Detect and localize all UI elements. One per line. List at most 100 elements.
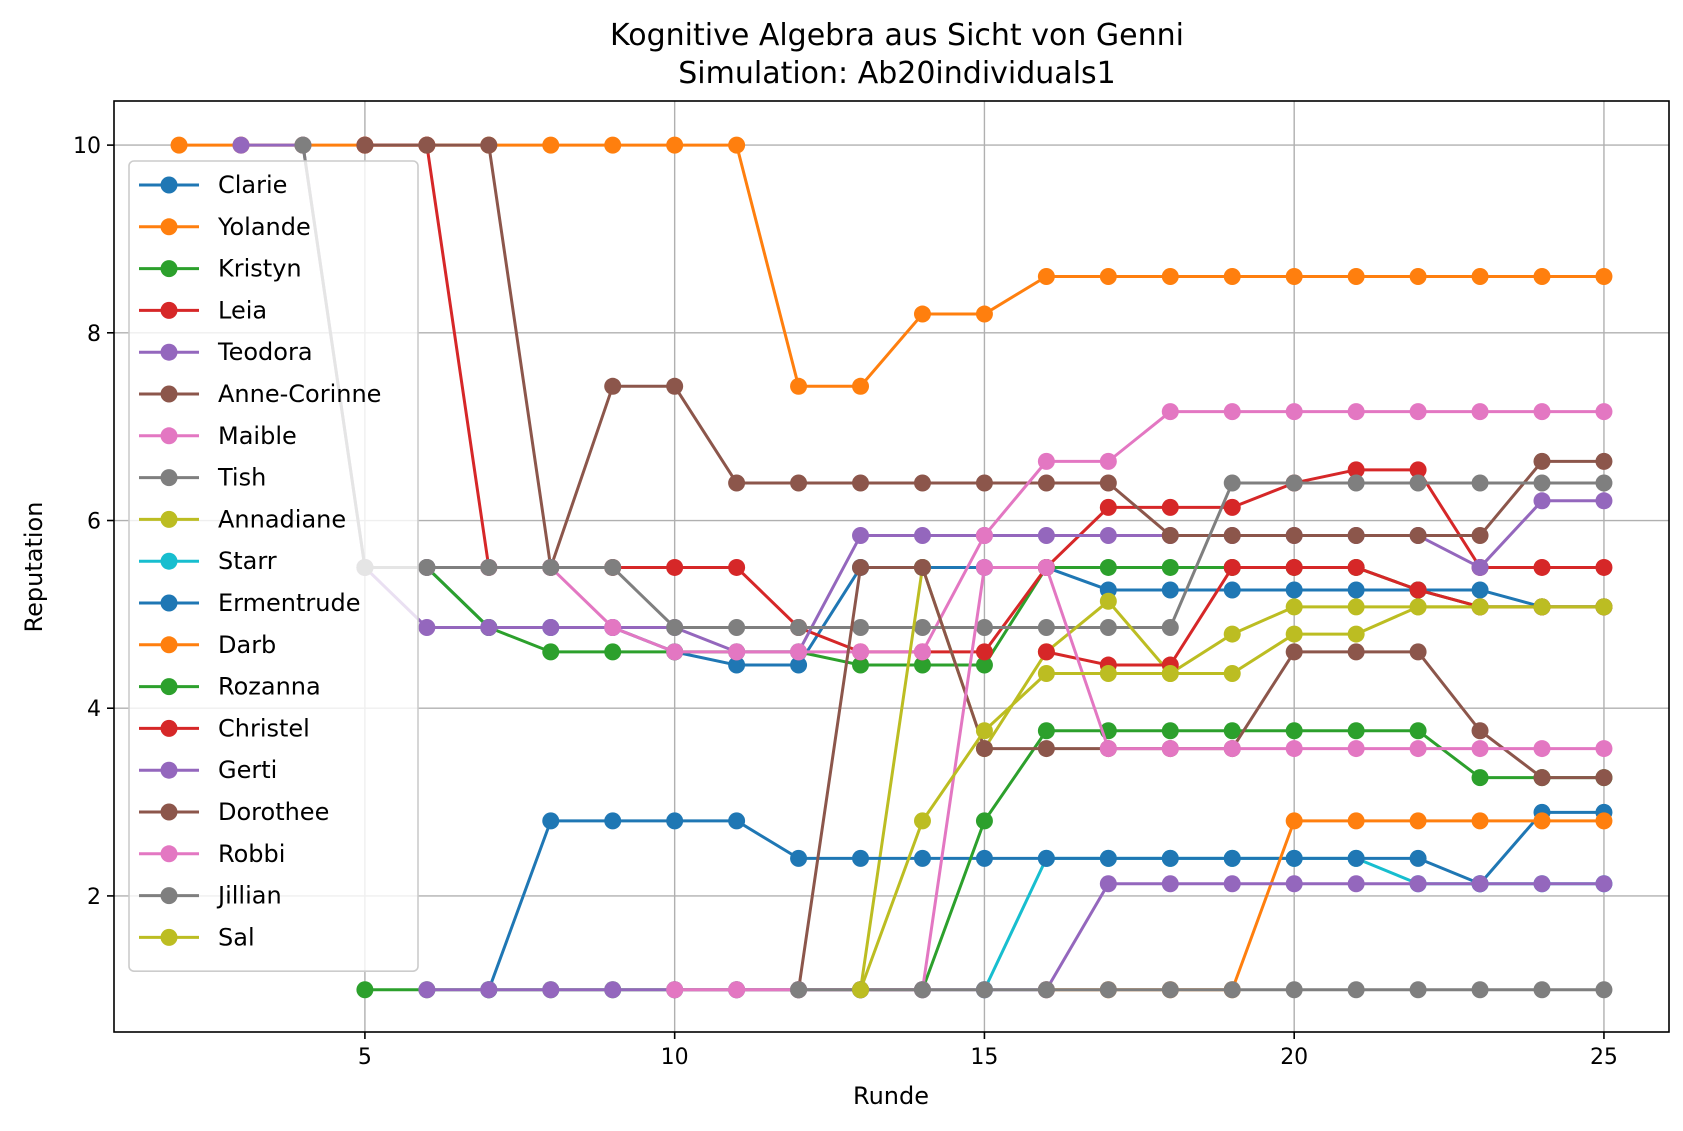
point-gerti-19	[1223, 875, 1241, 893]
point-sal-23	[1471, 598, 1489, 616]
point-tish-13	[852, 619, 870, 637]
point-sal-17	[1099, 664, 1117, 682]
legend-item-maible: Maible	[139, 422, 297, 450]
x-tick-label-20: 20	[1280, 1045, 1308, 1070]
point-maible-23	[1471, 403, 1489, 421]
legend-box	[128, 160, 419, 973]
legend-marker-clarie	[160, 176, 178, 194]
point-ermentrude-8	[542, 812, 560, 830]
point-jillian-18	[1161, 981, 1179, 999]
y-axis-label: Reputation	[20, 502, 48, 633]
point-sal-15	[975, 722, 993, 740]
x-tick-label-25: 25	[1590, 1045, 1618, 1070]
point-jillian-19	[1223, 981, 1241, 999]
point-anne-corinne-23	[1471, 527, 1489, 545]
point-yolande-15	[975, 305, 993, 323]
point-robbi-11	[728, 981, 746, 999]
point-robbi-17	[1099, 740, 1117, 758]
point-maible-10	[666, 643, 684, 661]
legend-label-jillian: Jillian	[216, 882, 282, 910]
legend-label-clarie: Clarie	[218, 171, 287, 199]
series-jillian	[790, 981, 1613, 999]
legend-item-kristyn: Kristyn	[139, 255, 302, 283]
point-sal-13	[852, 981, 870, 999]
point-tish-6	[418, 558, 436, 576]
point-maible-13	[852, 643, 870, 661]
legend-marker-teodora	[160, 343, 178, 361]
point-gerti-9	[604, 981, 622, 999]
point-yolande-25	[1595, 268, 1613, 286]
point-rozanna-15	[975, 812, 993, 830]
point-tish-21	[1347, 474, 1365, 492]
point-clarie-19	[1223, 581, 1241, 599]
legend-item-leia: Leia	[139, 296, 267, 324]
legend-label-kristyn: Kristyn	[218, 255, 302, 283]
point-maible-14	[913, 643, 931, 661]
point-jillian-23	[1471, 981, 1489, 999]
legend-item-annadiane: Annadiane	[139, 505, 346, 533]
legend-marker-kristyn	[160, 260, 178, 278]
point-ermentrude-20	[1285, 849, 1303, 867]
point-yolande-20	[1285, 268, 1303, 286]
point-ermentrude-17	[1099, 849, 1117, 867]
point-annadiane-20	[1285, 598, 1303, 616]
y-tick-label-6: 6	[87, 510, 101, 535]
point-dorothee-24	[1533, 769, 1551, 787]
point-darb-23	[1471, 812, 1489, 830]
point-dorothee-22	[1409, 643, 1427, 661]
point-christel-22	[1409, 581, 1427, 599]
plot-frame	[113, 100, 1670, 1033]
point-yolande-17	[1099, 268, 1117, 286]
point-tish-9	[604, 558, 622, 576]
point-leia-10	[666, 558, 684, 576]
point-ermentrude-9	[604, 812, 622, 830]
point-teodora-6	[418, 619, 436, 637]
point-christel-16	[1037, 643, 1055, 661]
series-darb	[1037, 812, 1613, 999]
point-dorothee-21	[1347, 643, 1365, 661]
point-maible-17	[1099, 452, 1117, 470]
point-maible-16	[1037, 452, 1055, 470]
legend-item-starr: Starr	[139, 547, 277, 575]
point-yolande-21	[1347, 268, 1365, 286]
point-dorothee-14	[913, 558, 931, 576]
axis-ticks: 5 10 15 20 25 2 4 6 8 10	[73, 134, 1618, 1070]
point-clarie-12	[790, 656, 808, 674]
legend-item-yolande: Yolande	[139, 213, 311, 241]
point-rozanna-16	[1037, 722, 1055, 740]
point-yolande-22	[1409, 268, 1427, 286]
point-sal-14	[913, 812, 931, 830]
legend-item-clarie: Clarie	[139, 171, 287, 199]
point-yolande-2	[170, 136, 188, 154]
legend-label-dorothee: Dorothee	[218, 798, 329, 826]
point-kristyn-14	[913, 656, 931, 674]
point-robbi-23	[1471, 740, 1489, 758]
point-tish-12	[790, 619, 808, 637]
legend-marker-starr	[160, 552, 178, 570]
legend-label-teodora: Teodora	[217, 338, 313, 366]
point-anne-corinne-25	[1595, 452, 1613, 470]
point-annadiane-17	[1099, 592, 1117, 610]
point-ermentrude-19	[1223, 849, 1241, 867]
point-gerti-18	[1161, 875, 1179, 893]
point-robbi-20	[1285, 740, 1303, 758]
point-rozanna-18	[1161, 722, 1179, 740]
legend-item-ermentrude: Ermentrude	[139, 589, 360, 617]
point-tish-23	[1471, 474, 1489, 492]
legend-marker-tish	[160, 469, 178, 487]
point-maible-20	[1285, 403, 1303, 421]
point-tish-8	[542, 558, 560, 576]
legend-marker-anne-corinne	[160, 385, 178, 403]
series-line-darb	[1046, 819, 1604, 992]
point-dorothee-16	[1037, 740, 1055, 758]
point-teodora-13	[852, 527, 870, 545]
point-maible-19	[1223, 403, 1241, 421]
legend-label-annadiane: Annadiane	[218, 505, 346, 533]
series-tish	[294, 136, 1613, 637]
point-rozanna-23	[1471, 769, 1489, 787]
point-ermentrude-11	[728, 812, 746, 830]
point-yolande-10	[666, 136, 684, 154]
point-leia-22	[1409, 461, 1427, 479]
point-anne-corinne-24	[1533, 452, 1551, 470]
point-tish-10	[666, 619, 684, 637]
